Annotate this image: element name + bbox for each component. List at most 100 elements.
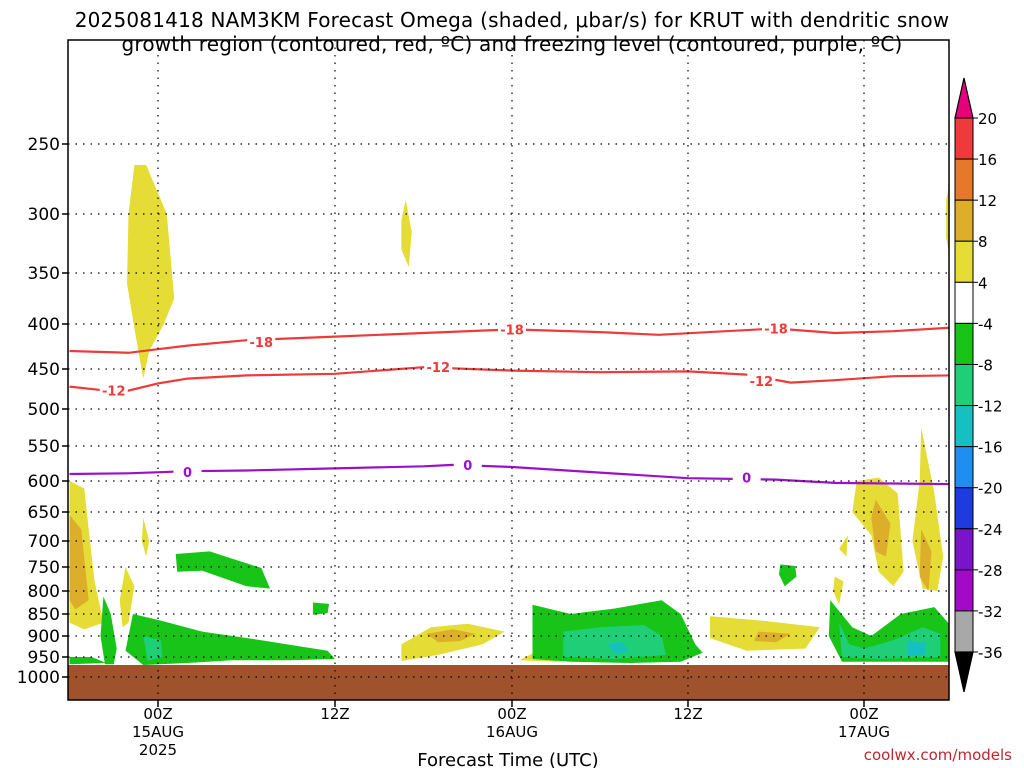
omega-region-21 <box>143 636 163 661</box>
x-tick-label-4: 00Z <box>849 705 878 723</box>
colorbar-label-2: 12 <box>978 192 997 210</box>
colorbar-max-triangle <box>954 77 974 119</box>
contour-label-bg <box>99 382 128 399</box>
colorbar-swatch-12 <box>954 610 974 653</box>
x-tick-date-2: 16AUG <box>486 723 538 741</box>
plot-frame <box>67 39 950 701</box>
colorbar-swatch-7 <box>954 405 974 448</box>
omega-region-23 <box>100 596 117 665</box>
omega-region-6 <box>401 623 505 661</box>
colorbar-swatch-10 <box>954 528 974 571</box>
omega-region-19 <box>312 602 330 615</box>
colorbar-label-1: 16 <box>978 151 997 169</box>
contour-label-0: 0 <box>463 459 472 474</box>
colorbar-label-9: -20 <box>978 480 1003 498</box>
x-tick-year-0: 2025 <box>139 741 177 759</box>
credit-link[interactable]: coolwx.com/models <box>863 746 1012 764</box>
colorbar-label-4: 4 <box>978 274 988 292</box>
contour-label-bg <box>247 334 276 350</box>
omega-region-14 <box>919 529 932 591</box>
contour-label-bg <box>498 321 526 338</box>
y-tick-label-450: 450 <box>28 360 60 380</box>
ground-surface <box>68 665 949 700</box>
colorbar-swatch-3 <box>954 240 974 283</box>
omega-region-16 <box>833 576 844 605</box>
omega-region-32 <box>541 636 552 643</box>
colorbar-label-13: -36 <box>978 644 1003 662</box>
x-tick-label-1: 12Z <box>320 705 349 723</box>
y-tick-label-300: 300 <box>28 205 60 225</box>
contour-label--12: -12 <box>102 385 126 400</box>
colorbar-label-11: -28 <box>978 562 1003 580</box>
contour-line--12 <box>69 366 949 392</box>
x-tick-label-0: 00Z <box>143 705 172 723</box>
x-tick-label-3: 12Z <box>673 705 702 723</box>
y-tick-label-500: 500 <box>28 400 60 420</box>
omega-region-31 <box>671 625 683 634</box>
colorbar-swatch-9 <box>954 487 974 530</box>
y-tick-label-350: 350 <box>28 264 60 284</box>
omega-region-4 <box>141 517 150 557</box>
omega-region-3 <box>69 514 89 610</box>
colorbar-swatch-4 <box>954 281 974 324</box>
contour-label--18: -18 <box>250 336 274 351</box>
contour-label--12: -12 <box>750 375 774 390</box>
omega-region-1 <box>401 200 412 268</box>
x-tick-date-4: 17AUG <box>838 723 890 741</box>
colorbar-label-5: -4 <box>978 315 993 333</box>
y-tick-label-800: 800 <box>28 582 60 602</box>
contour-labels: -18 -18 -18 -12 -12 -12 0 0 0 <box>99 320 790 487</box>
y-tick-label-700: 700 <box>28 532 60 552</box>
x-tick-date-0: 15AUG <box>132 723 184 741</box>
y-tick-label-900: 900 <box>28 627 60 647</box>
omega-region-22 <box>69 657 107 665</box>
colorbar-swatch-0 <box>954 117 974 160</box>
omega-region-18 <box>175 551 271 589</box>
contour-label-bg <box>732 469 761 486</box>
colorbar-label-0: 20 <box>978 110 997 128</box>
omega-region-25 <box>563 625 666 659</box>
y-tick-label-850: 850 <box>28 605 60 625</box>
colorbar-swatch-1 <box>954 158 974 201</box>
y-axis: 2503003504004505005506006507007508008509… <box>17 135 68 688</box>
y-tick-label-650: 650 <box>28 503 60 523</box>
omega-region-30 <box>908 641 926 657</box>
colorbar-min-triangle <box>954 651 974 693</box>
x-tick-label-2: 00Z <box>497 705 526 723</box>
omega-region-5 <box>119 567 135 628</box>
colorbar-swatch-6 <box>954 363 974 407</box>
contour-label-bg <box>762 320 790 337</box>
contour-label-0: 0 <box>183 466 192 481</box>
omega-region-26 <box>607 642 630 654</box>
colorbar-label-7: -12 <box>978 398 1003 416</box>
omega-region-12 <box>871 499 891 557</box>
contour-line--18 <box>69 326 949 354</box>
contour-label--18: -18 <box>764 323 788 338</box>
colorbar-label-8: -16 <box>978 439 1003 457</box>
omega-region-13 <box>912 427 944 591</box>
y-tick-label-750: 750 <box>28 558 60 578</box>
title-line-2: growth region (contoured, red, ºC) and f… <box>121 32 903 56</box>
colorbar-label-12: -32 <box>978 603 1003 621</box>
colorbar-swatch-2 <box>954 199 974 242</box>
omega-region-10 <box>754 631 791 643</box>
y-tick-label-550: 550 <box>28 437 60 457</box>
y-tick-label-400: 400 <box>28 315 60 335</box>
colorbar-label-10: -24 <box>978 521 1003 539</box>
omega-shading <box>69 165 949 665</box>
contour-label-bg <box>424 359 453 376</box>
contour-label-0: 0 <box>742 472 751 487</box>
y-tick-label-250: 250 <box>28 135 60 155</box>
y-tick-label-1000: 1000 <box>17 668 60 688</box>
title-line-1: 2025081418 NAM3KM Forecast Omega (shaded… <box>74 8 950 32</box>
colorbar-label-3: 8 <box>978 233 988 251</box>
colorbar-swatch-5 <box>954 322 974 365</box>
contour-label-bg <box>453 456 482 473</box>
colorbar-swatch-8 <box>954 446 974 489</box>
x-axis-label: Forecast Time (UTC) <box>417 750 598 768</box>
omega-region-20 <box>125 614 335 665</box>
colorbar-label-6: -8 <box>978 356 993 374</box>
contour-label-bg <box>173 463 202 480</box>
